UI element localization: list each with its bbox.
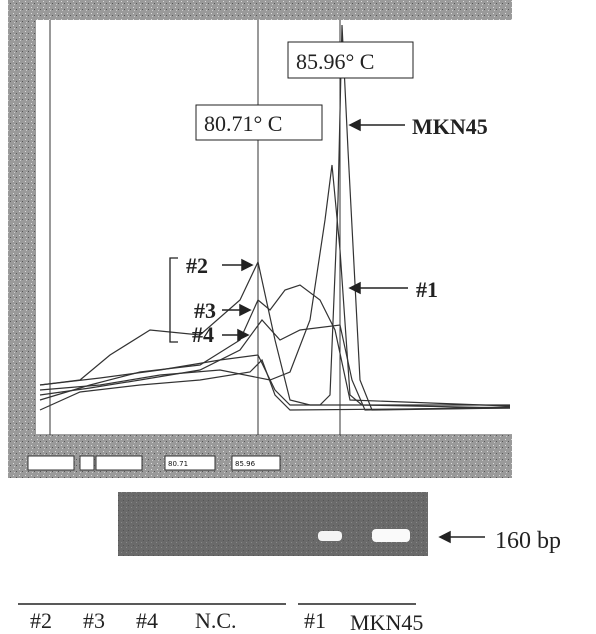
- peak-label: 85.96° C: [296, 49, 374, 74]
- status-value: 85.96: [235, 460, 256, 468]
- lane-label: #3: [83, 608, 105, 633]
- status-field: [80, 456, 94, 470]
- melt-curve-panel: 80.71 85.96: [8, 0, 512, 478]
- status-field: [28, 456, 74, 470]
- annotation: #4: [192, 322, 214, 347]
- lane-label: #1: [304, 608, 326, 633]
- band: [372, 529, 410, 542]
- gel: 160 bp #2 #3 #4 N.C. #1 MKN45: [18, 492, 561, 634]
- annotation: #3: [194, 298, 216, 323]
- gel-image: [118, 492, 428, 556]
- annotation: MKN45: [412, 114, 488, 139]
- annotation: #2: [186, 253, 208, 278]
- plot-area: [36, 20, 512, 435]
- figure: 80.71 85.96 85.96° C 80.71° C MKN45 #1 #…: [0, 0, 596, 634]
- lane-label: #2: [30, 608, 52, 633]
- band: [318, 531, 342, 541]
- status-value: 80.71: [168, 460, 188, 468]
- band-label: 160 bp: [495, 528, 561, 554]
- peak-label: 80.71° C: [204, 111, 282, 136]
- lane-label: MKN45: [350, 610, 423, 634]
- lane-label: N.C.: [195, 608, 237, 633]
- status-field: [96, 456, 142, 470]
- annotation: #1: [416, 277, 438, 302]
- lane-label: #4: [136, 608, 158, 633]
